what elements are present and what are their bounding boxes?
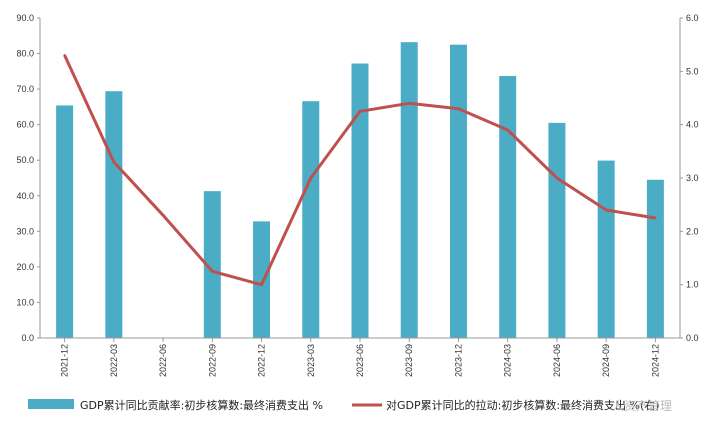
- x-tick-label: 2023-03: [306, 344, 316, 377]
- legend: GDP累计同比贡献率:初步核算数:最终消费支出 % 对GDP累计同比的拉动:初步核…: [28, 398, 660, 412]
- x-axis: 2021-12 2022-03 2022-06 2022-09 2022-12 2023-…: [40, 337, 680, 377]
- bar: [105, 91, 123, 338]
- legend-bar-label: GDP累计同比贡献率:初步核算数:最终消费支出 %: [80, 398, 323, 412]
- bar: [203, 191, 221, 338]
- line-point: [211, 270, 214, 273]
- right-tick-label: 4.0: [686, 120, 699, 130]
- bar: [499, 75, 517, 338]
- bar: [56, 105, 74, 338]
- left-tick-label: 20.0: [16, 262, 34, 272]
- line-point: [654, 216, 657, 220]
- left-tick-label: 50.0: [16, 155, 34, 165]
- bar: [449, 44, 467, 339]
- right-axis: 0.0 1.0 2.0 3.0 4.0 5.0 6.0: [679, 13, 699, 343]
- line-point: [457, 107, 460, 110]
- line-point: [112, 160, 116, 164]
- x-tick-label: 2021-12: [60, 344, 70, 377]
- left-tick-label: 10.0: [16, 297, 34, 307]
- x-tick-label: 2022-06: [158, 344, 168, 377]
- x-tick-label: 2023-06: [355, 344, 365, 377]
- line-point: [358, 110, 362, 113]
- x-tick-label: 2023-12: [453, 344, 463, 377]
- left-tick-label: 60.0: [16, 120, 34, 130]
- left-tick-label: 90.0: [16, 13, 34, 23]
- line-point: [260, 283, 263, 286]
- left-axis: 0.0 10.0 20.0 30.0 40.0 50.0 60.0 70.0 80.0 90.0: [16, 13, 41, 343]
- legend-bar-swatch: [28, 399, 74, 409]
- x-tick-label: 2022-09: [207, 344, 217, 377]
- line-point: [309, 176, 312, 180]
- left-tick-label: 30.0: [16, 226, 34, 236]
- left-tick-label: 70.0: [16, 84, 34, 94]
- x-tick-label: 2022-03: [109, 344, 119, 377]
- bar: [302, 101, 320, 338]
- watermark-text: 人资产管理: [612, 398, 672, 413]
- line-series: [63, 54, 657, 287]
- bar: [597, 160, 615, 338]
- x-tick-label: 2022-12: [257, 344, 267, 377]
- bar: [253, 221, 271, 338]
- right-tick-label: 3.0: [686, 173, 699, 183]
- line-point: [555, 176, 559, 180]
- x-tick-label: 2024-09: [601, 344, 611, 377]
- bar-series: [56, 42, 664, 339]
- bar: [400, 42, 418, 339]
- x-tick-label: 2024-12: [650, 344, 660, 377]
- x-tick-label: 2024-03: [503, 344, 513, 377]
- bar: [548, 122, 566, 338]
- x-tick-label: 2023-09: [404, 344, 414, 377]
- x-tick-label: 2024-06: [552, 344, 562, 377]
- line-point: [506, 128, 509, 132]
- right-tick-label: 6.0: [686, 13, 699, 23]
- right-tick-label: 5.0: [686, 66, 699, 76]
- line-point: [161, 214, 165, 217]
- left-tick-label: 0.0: [21, 333, 34, 343]
- bar: [351, 63, 369, 339]
- right-tick-label: 1.0: [686, 280, 699, 290]
- line-point: [604, 208, 608, 212]
- right-tick-label: 0.0: [686, 333, 699, 343]
- line-point: [408, 102, 411, 105]
- bar: [646, 179, 664, 338]
- line-point: [63, 54, 66, 57]
- right-tick-label: 2.0: [686, 226, 699, 236]
- left-tick-label: 40.0: [16, 191, 34, 201]
- left-tick-label: 80.0: [16, 49, 34, 59]
- legend-line-label: 对GDP累计同比的拉动:初步核算数:最终消费支出 %(右): [386, 398, 660, 412]
